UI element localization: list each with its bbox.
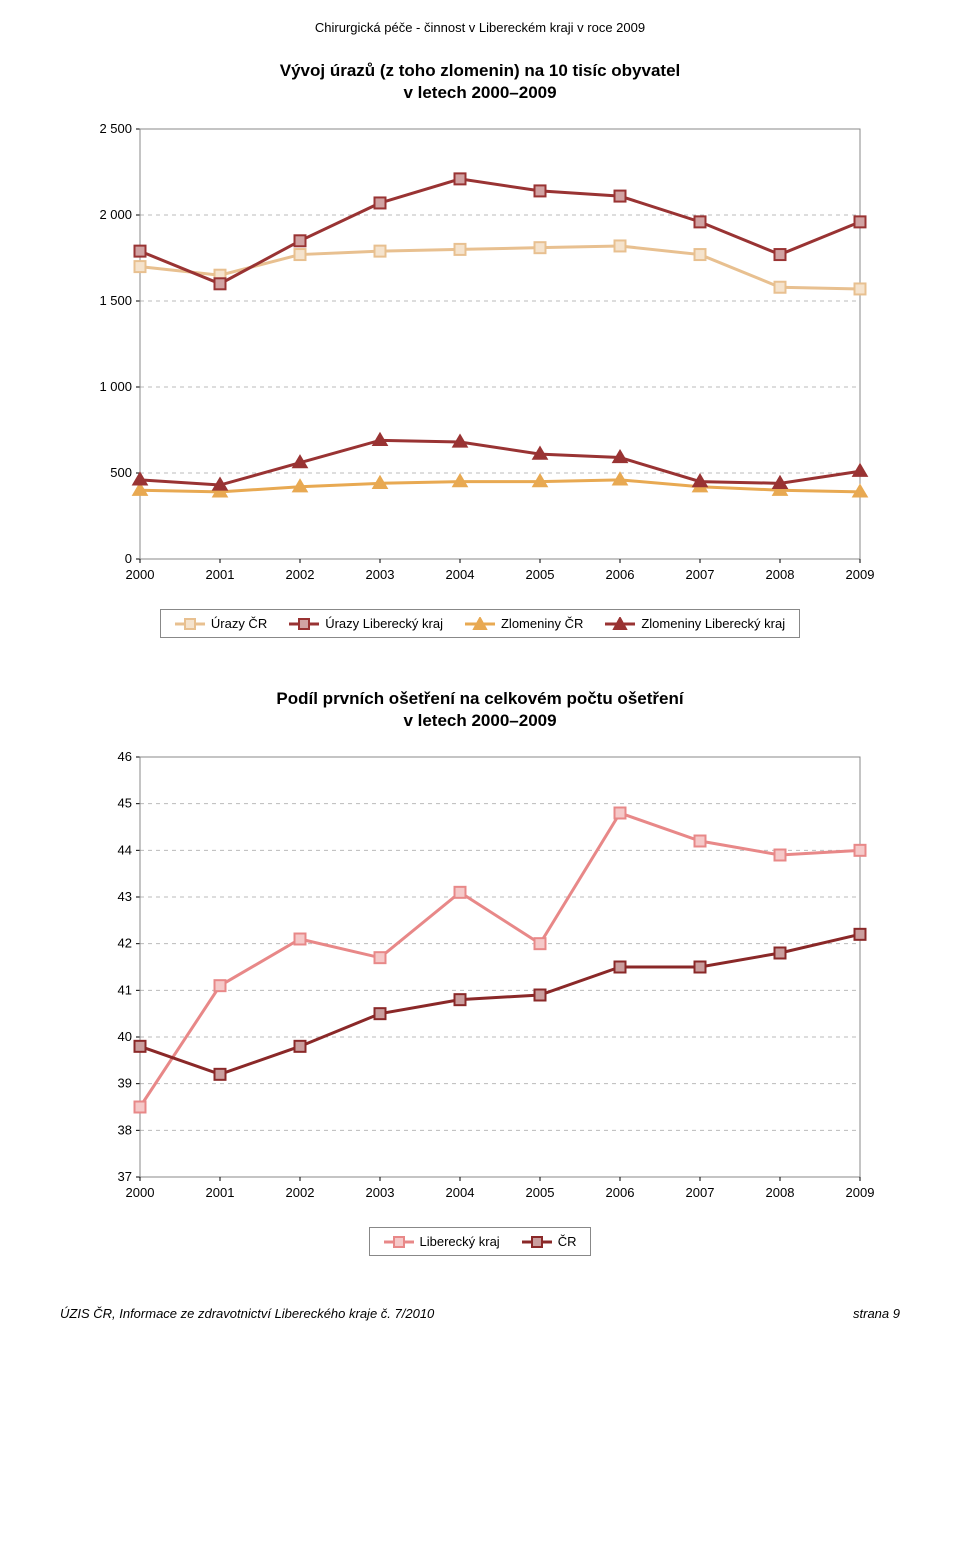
svg-text:42: 42: [118, 936, 132, 951]
svg-text:2009: 2009: [846, 1185, 875, 1200]
svg-text:45: 45: [118, 796, 132, 811]
svg-text:2002: 2002: [286, 1185, 315, 1200]
svg-text:2000: 2000: [126, 567, 155, 582]
footer-left: ÚZIS ČR, Informace ze zdravotnictví Libe…: [60, 1306, 434, 1321]
svg-text:2005: 2005: [526, 1185, 555, 1200]
chart2-title: Podíl prvních ošetření na celkovém počtu…: [60, 688, 900, 732]
svg-text:39: 39: [118, 1076, 132, 1091]
svg-text:2004: 2004: [446, 1185, 475, 1200]
svg-text:2003: 2003: [366, 567, 395, 582]
chart1-legend: Úrazy ČR Úrazy Liberecký kraj Zlomeniny ČR…: [160, 609, 800, 638]
svg-text:2002: 2002: [286, 567, 315, 582]
svg-text:37: 37: [118, 1169, 132, 1184]
legend-item-lk: Liberecký kraj: [384, 1234, 500, 1249]
svg-text:2006: 2006: [606, 567, 635, 582]
svg-text:1 000: 1 000: [99, 379, 132, 394]
svg-text:2008: 2008: [766, 567, 795, 582]
svg-text:1 500: 1 500: [99, 293, 132, 308]
svg-text:41: 41: [118, 983, 132, 998]
chart2-legend: Liberecký kraj ČR: [369, 1227, 592, 1256]
svg-text:2003: 2003: [366, 1185, 395, 1200]
svg-text:0: 0: [125, 551, 132, 566]
svg-text:40: 40: [118, 1029, 132, 1044]
legend-item-urazy_lk: Úrazy Liberecký kraj: [289, 616, 443, 631]
svg-text:2004: 2004: [446, 567, 475, 582]
svg-text:2 000: 2 000: [99, 207, 132, 222]
svg-text:2001: 2001: [206, 1185, 235, 1200]
chart1-plot: 0 500 1 000 1 500 2 000 2 500 2000 2001 2002 2003…: [80, 119, 880, 594]
footer: ÚZIS ČR, Informace ze zdravotnictví Libe…: [60, 1306, 900, 1321]
svg-text:2007: 2007: [686, 567, 715, 582]
svg-text:44: 44: [118, 843, 132, 858]
svg-text:2006: 2006: [606, 1185, 635, 1200]
svg-text:2001: 2001: [206, 567, 235, 582]
svg-text:2 500: 2 500: [99, 121, 132, 136]
svg-text:46: 46: [118, 749, 132, 764]
page-header: Chirurgická péče - činnost v Libereckém …: [60, 20, 900, 35]
chart2-plot: 37 38 39 40 41 42 43 44 45 46 2000 2001 2002 2003 2004…: [80, 747, 880, 1212]
legend-item-zlom_lk: Zlomeniny Liberecký kraj: [605, 616, 785, 631]
svg-text:500: 500: [110, 465, 132, 480]
chart1-title: Vývoj úrazů (z toho zlomenin) na 10 tisí…: [60, 60, 900, 104]
legend-item-urazy_cr: Úrazy ČR: [175, 616, 267, 631]
svg-text:2005: 2005: [526, 567, 555, 582]
svg-text:2000: 2000: [126, 1185, 155, 1200]
footer-right: strana 9: [853, 1306, 900, 1321]
svg-text:2008: 2008: [766, 1185, 795, 1200]
svg-text:2007: 2007: [686, 1185, 715, 1200]
svg-text:38: 38: [118, 1123, 132, 1138]
svg-text:43: 43: [118, 889, 132, 904]
svg-text:2009: 2009: [846, 567, 875, 582]
legend-item-cr: ČR: [522, 1234, 577, 1249]
legend-item-zlom_cr: Zlomeniny ČR: [465, 616, 583, 631]
